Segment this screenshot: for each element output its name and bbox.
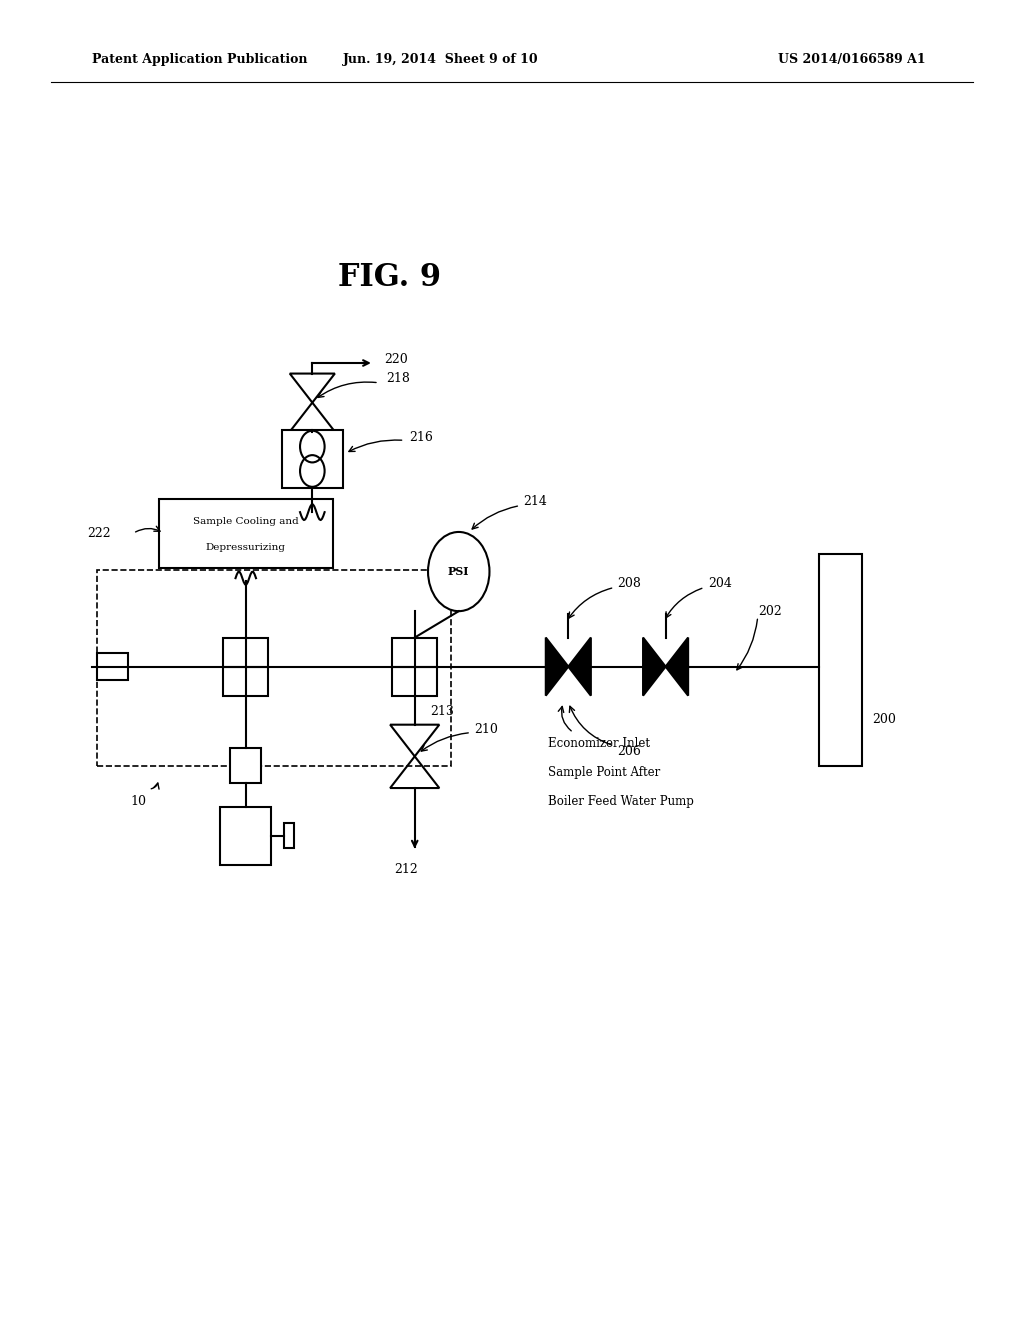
Text: 222: 222	[87, 527, 111, 540]
Text: 206: 206	[617, 744, 641, 758]
Text: 202: 202	[758, 605, 781, 618]
Bar	[230, 748, 261, 783]
Polygon shape	[568, 638, 591, 696]
Text: US 2014/0166589 A1: US 2014/0166589 A1	[778, 53, 926, 66]
Text: 212: 212	[394, 863, 419, 876]
Text: 214: 214	[523, 495, 547, 508]
Text: 204: 204	[709, 577, 732, 590]
Polygon shape	[546, 638, 568, 696]
Polygon shape	[643, 638, 666, 696]
Text: 216: 216	[410, 432, 433, 445]
Bar	[392, 638, 437, 696]
Text: FIG. 9: FIG. 9	[338, 261, 440, 293]
Text: Patent Application Publication: Patent Application Publication	[92, 53, 307, 66]
Bar	[159, 499, 333, 568]
Bar	[284, 822, 294, 849]
Text: 208: 208	[617, 577, 641, 590]
Text: 220: 220	[384, 352, 408, 366]
Text: 213: 213	[430, 705, 454, 718]
Text: Boiler Feed Water Pump: Boiler Feed Water Pump	[548, 795, 693, 808]
Bar	[282, 430, 343, 488]
Text: PSI: PSI	[449, 566, 469, 577]
Polygon shape	[666, 638, 688, 696]
Text: 200: 200	[872, 713, 896, 726]
Circle shape	[428, 532, 489, 611]
Bar	[97, 653, 128, 680]
Bar	[819, 554, 862, 766]
Text: Economizer Inlet: Economizer Inlet	[548, 737, 650, 750]
Text: 218: 218	[386, 372, 410, 385]
Bar	[220, 807, 271, 865]
Text: Sample Cooling and: Sample Cooling and	[193, 517, 299, 527]
Bar	[97, 570, 451, 766]
Text: Depressurizing: Depressurizing	[206, 543, 286, 552]
Text: Jun. 19, 2014  Sheet 9 of 10: Jun. 19, 2014 Sheet 9 of 10	[342, 53, 539, 66]
Text: 10: 10	[130, 795, 146, 808]
Text: Sample Point After: Sample Point After	[548, 766, 660, 779]
Bar	[223, 638, 268, 696]
Text: 210: 210	[474, 723, 498, 737]
